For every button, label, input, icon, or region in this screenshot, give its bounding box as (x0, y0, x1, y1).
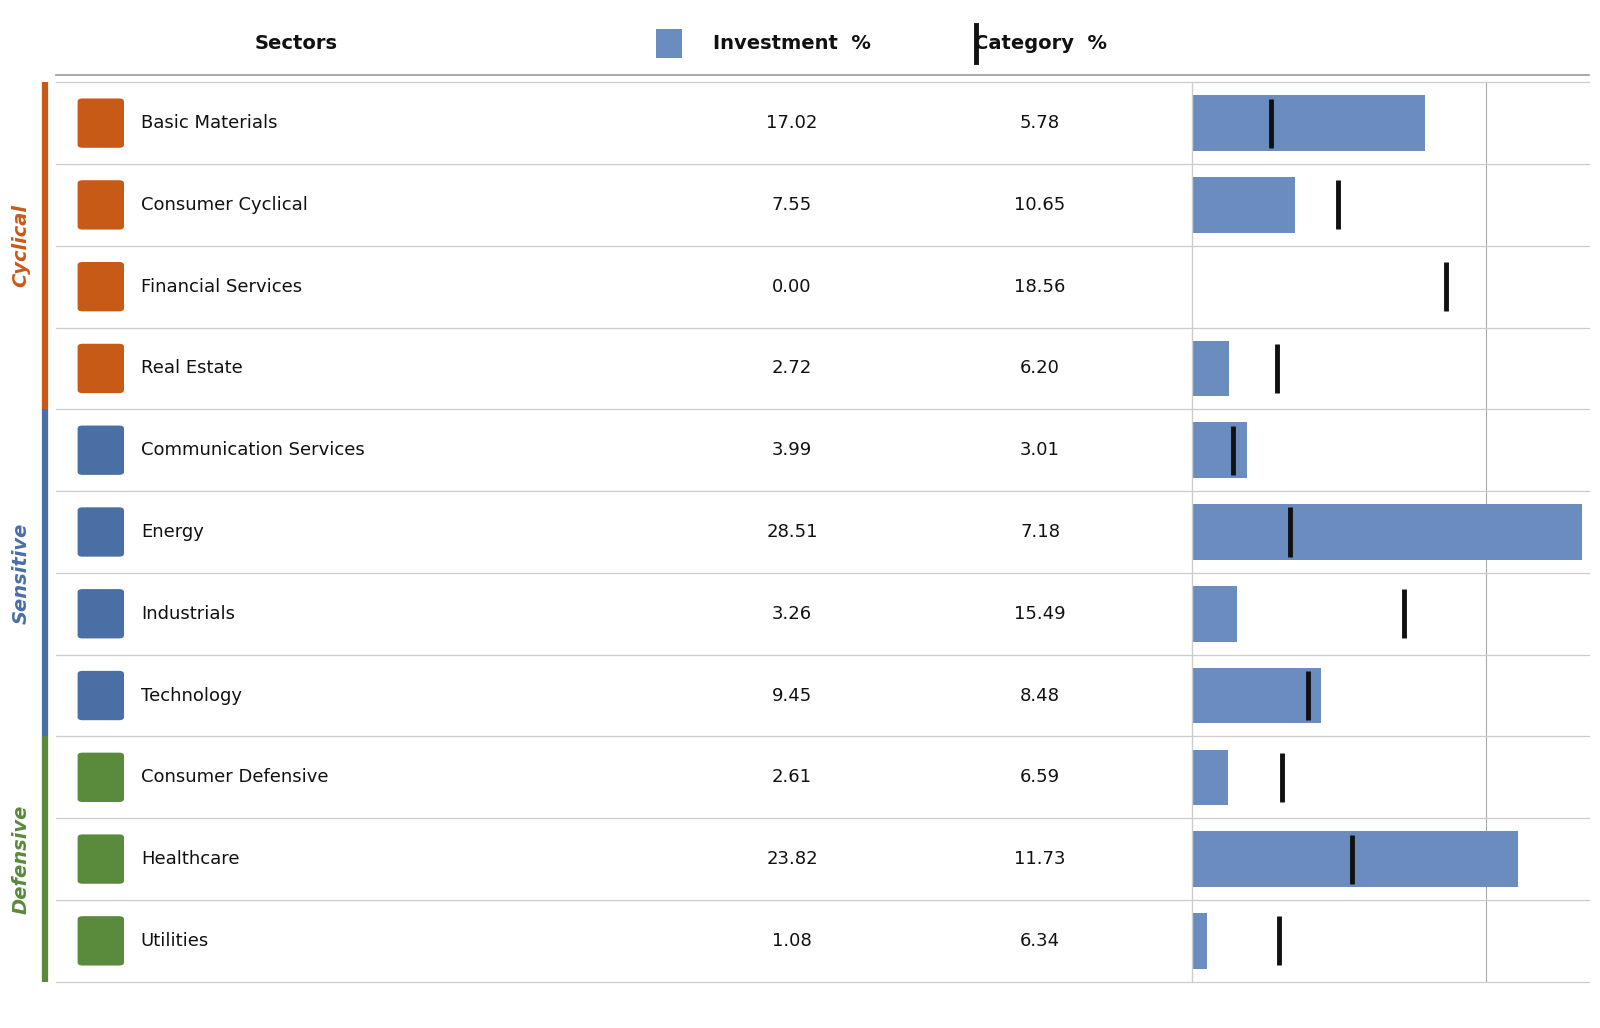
Text: Consumer Defensive: Consumer Defensive (141, 768, 328, 786)
Text: Communication Services: Communication Services (141, 441, 365, 460)
Bar (1192, 96, 1426, 151)
Bar (1192, 749, 1227, 805)
Text: 3.01: 3.01 (1021, 441, 1059, 460)
Text: 10.65: 10.65 (1014, 196, 1066, 214)
Text: Consumer Cyclical: Consumer Cyclical (141, 196, 307, 214)
Text: Energy: Energy (141, 523, 203, 541)
Text: Technology: Technology (141, 687, 242, 704)
Bar (1192, 668, 1322, 724)
Text: Investment  %: Investment % (714, 34, 870, 52)
Text: 5.78: 5.78 (1019, 114, 1061, 133)
Text: 7.55: 7.55 (771, 196, 813, 214)
Text: 2.61: 2.61 (771, 768, 813, 786)
Text: 0.00: 0.00 (773, 278, 811, 296)
Bar (1192, 832, 1518, 887)
Text: Financial Services: Financial Services (141, 278, 302, 296)
Text: 11.73: 11.73 (1014, 850, 1066, 868)
Bar (1192, 586, 1237, 641)
Bar (1192, 177, 1296, 232)
Bar (1192, 504, 1582, 560)
Bar (1192, 423, 1246, 478)
Bar (1192, 913, 1206, 968)
Text: 3.99: 3.99 (771, 441, 813, 460)
Text: 6.20: 6.20 (1021, 360, 1059, 377)
Text: Industrials: Industrials (141, 604, 235, 623)
Text: Cyclical: Cyclical (11, 205, 30, 287)
Text: Utilities: Utilities (141, 931, 210, 950)
Text: 1.08: 1.08 (773, 931, 811, 950)
Text: 15.49: 15.49 (1014, 604, 1066, 623)
Text: 2.72: 2.72 (771, 360, 813, 377)
Text: Healthcare: Healthcare (141, 850, 240, 868)
Text: 28.51: 28.51 (766, 523, 818, 541)
Text: 18.56: 18.56 (1014, 278, 1066, 296)
Text: Defensive: Defensive (11, 804, 30, 914)
Text: 6.59: 6.59 (1019, 768, 1061, 786)
Text: 23.82: 23.82 (766, 850, 818, 868)
Text: Sectors: Sectors (254, 34, 338, 52)
Text: Category  %: Category % (973, 34, 1107, 52)
Text: Basic Materials: Basic Materials (141, 114, 277, 133)
Text: 8.48: 8.48 (1021, 687, 1059, 704)
Bar (1192, 340, 1229, 396)
Text: Real Estate: Real Estate (141, 360, 243, 377)
Text: 6.34: 6.34 (1019, 931, 1061, 950)
Text: 9.45: 9.45 (771, 687, 813, 704)
Text: 7.18: 7.18 (1021, 523, 1059, 541)
Text: 17.02: 17.02 (766, 114, 818, 133)
Text: Sensitive: Sensitive (11, 522, 30, 624)
Text: 3.26: 3.26 (771, 604, 813, 623)
